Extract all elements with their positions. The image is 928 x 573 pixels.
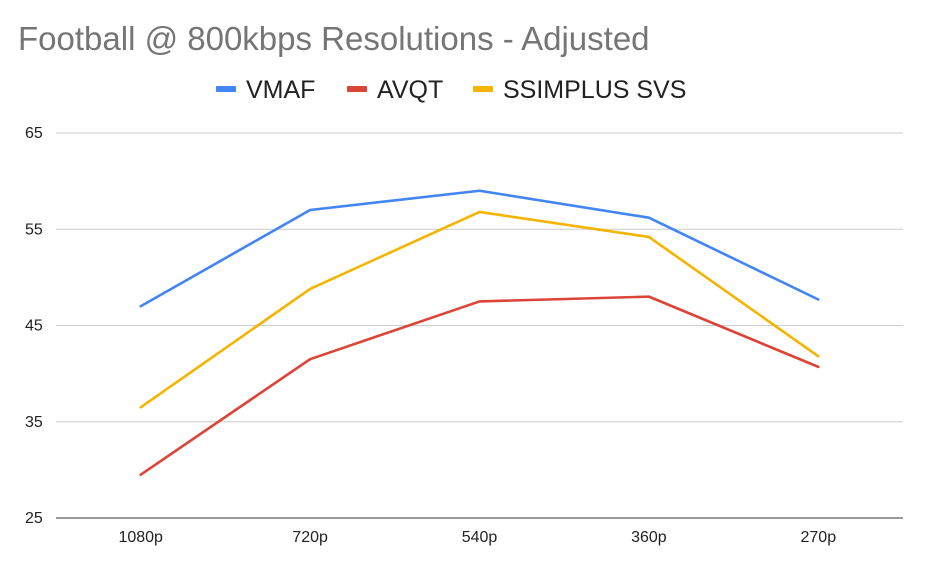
legend-label-avqt: AVQT <box>377 76 443 104</box>
legend-swatch-avqt <box>347 86 367 92</box>
data-point-ssimplus-svs-540p[interactable] <box>478 210 482 214</box>
x-axis-ticks: 1080p 720p 540p 360p 270p <box>118 529 836 546</box>
data-point-vmaf-720p[interactable] <box>308 208 312 212</box>
series-line-vmaf[interactable] <box>139 189 820 308</box>
gridlines <box>56 132 903 519</box>
legend-label-ssimplus-svs: SSIMPLUS SVS <box>503 76 686 104</box>
x-tick-label-270p: 270p <box>801 529 837 546</box>
x-tick-label-720p: 720p <box>292 529 328 546</box>
legend-item-ssimplus-svs[interactable]: SSIMPLUS SVS <box>473 76 686 104</box>
y-tick-label-45: 45 <box>25 318 43 335</box>
data-point-avqt-270p[interactable] <box>816 365 820 369</box>
data-point-avqt-1080p[interactable] <box>139 473 143 477</box>
y-tick-label-55: 55 <box>25 221 43 238</box>
data-point-avqt-720p[interactable] <box>308 357 312 361</box>
data-point-avqt-360p[interactable] <box>647 295 651 299</box>
data-point-ssimplus-svs-1080p[interactable] <box>139 405 143 409</box>
y-axis-ticks: 25 35 45 55 65 <box>25 125 43 527</box>
data-point-vmaf-1080p[interactable] <box>139 304 143 308</box>
legend-swatch-vmaf <box>216 86 236 92</box>
series-line-ssimplus-svs[interactable] <box>139 210 820 409</box>
x-tick-label-360p: 360p <box>631 529 667 546</box>
x-tick-label-1080p: 1080p <box>118 529 163 546</box>
y-tick-label-65: 65 <box>25 125 43 142</box>
plot-area <box>139 189 820 477</box>
x-tick-label-540p: 540p <box>462 529 498 546</box>
data-point-ssimplus-svs-270p[interactable] <box>816 354 820 358</box>
legend-swatch-ssimplus-svs <box>473 86 493 92</box>
legend: VMAF AVQT SSIMPLUS SVS <box>216 76 686 104</box>
legend-label-vmaf: VMAF <box>246 76 315 104</box>
data-point-ssimplus-svs-360p[interactable] <box>647 235 651 239</box>
data-point-ssimplus-svs-720p[interactable] <box>308 287 312 291</box>
chart-title: Football @ 800kbps Resolutions - Adjuste… <box>18 20 650 57</box>
y-tick-label-35: 35 <box>25 414 43 431</box>
legend-item-avqt[interactable]: AVQT <box>347 76 443 104</box>
data-point-vmaf-360p[interactable] <box>647 216 651 220</box>
data-point-avqt-540p[interactable] <box>478 299 482 303</box>
series-line-avqt[interactable] <box>139 295 820 476</box>
legend-item-vmaf[interactable]: VMAF <box>216 76 315 104</box>
data-point-vmaf-540p[interactable] <box>478 189 482 193</box>
data-point-vmaf-270p[interactable] <box>816 298 820 302</box>
y-tick-label-25: 25 <box>25 510 43 527</box>
